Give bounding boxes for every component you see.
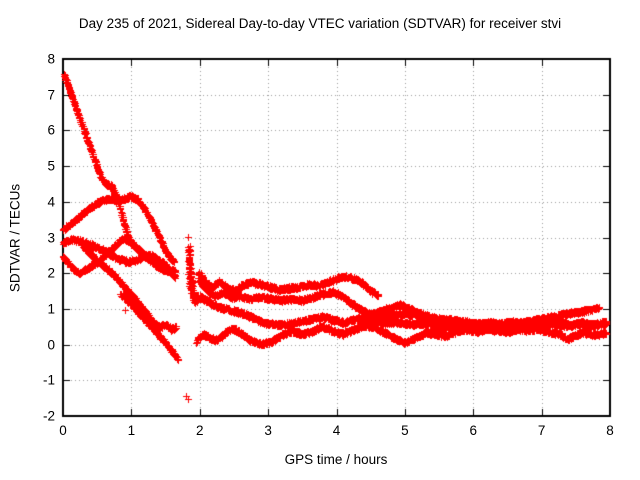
y-tick-label: 3 — [47, 230, 55, 245]
x-tick-label: 1 — [127, 423, 136, 438]
y-tick-label: -1 — [42, 372, 55, 388]
y-tick-label: 5 — [47, 158, 55, 174]
x-tick-label: 7 — [537, 423, 546, 438]
y-tick-label: 4 — [47, 194, 55, 210]
y-tick-label: 0 — [47, 337, 55, 353]
x-tick-label: 8 — [606, 423, 614, 438]
y-tick-label: 7 — [47, 87, 55, 103]
y-tick-label: 1 — [47, 301, 55, 317]
x-tick-label: 0 — [59, 423, 67, 438]
x-tick-label: 4 — [332, 423, 341, 438]
x-tick-label: 5 — [401, 423, 409, 438]
y-tick-label: 8 — [47, 51, 55, 67]
y-tick-label: 6 — [47, 122, 55, 138]
y-tick-label: -2 — [42, 408, 55, 424]
x-tick-label: 6 — [469, 423, 478, 438]
y-tick-label: 2 — [47, 265, 55, 281]
y-axis-title: SDTVAR / TECUs — [7, 183, 23, 293]
x-tick-label: 3 — [264, 423, 272, 438]
x-tick-label: 2 — [195, 423, 204, 438]
x-axis-title: GPS time / hours — [284, 452, 388, 467]
